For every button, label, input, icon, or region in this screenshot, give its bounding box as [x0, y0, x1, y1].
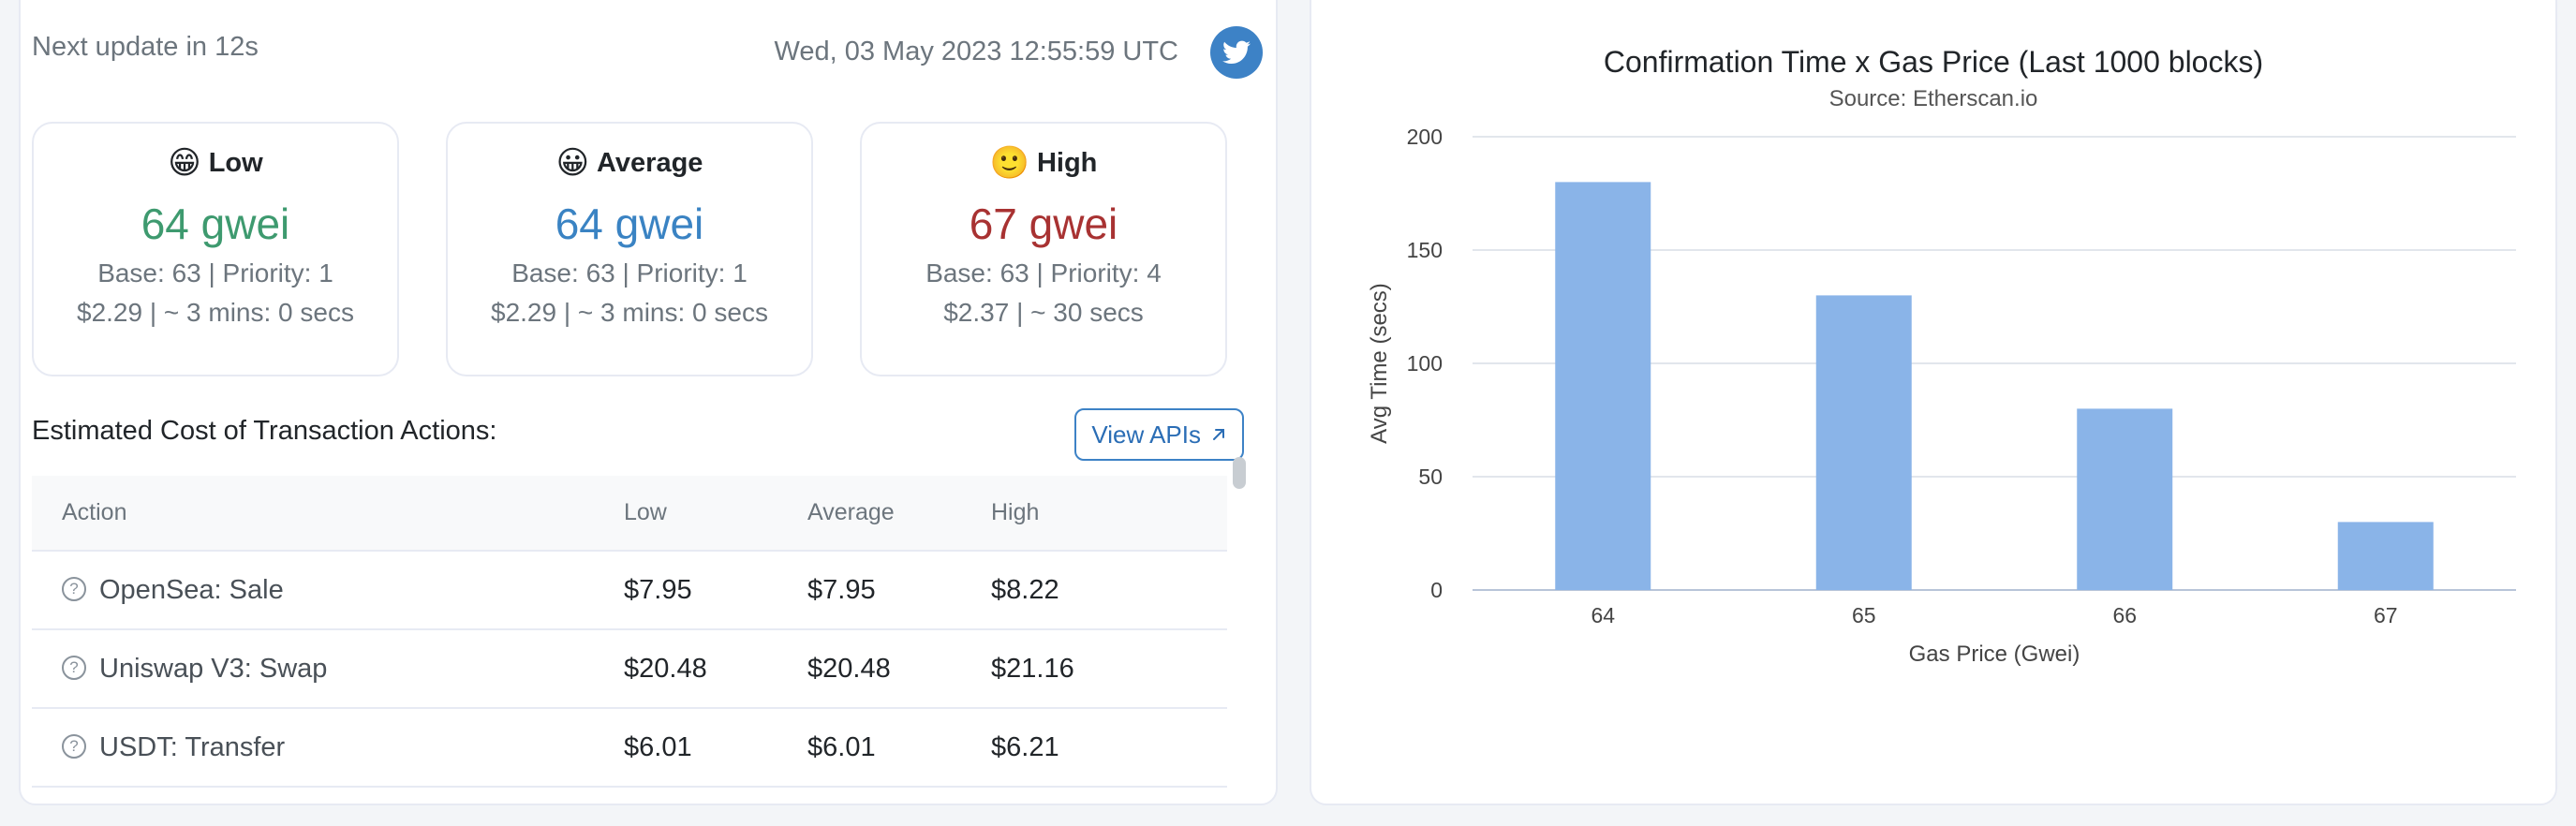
chart-title: Confirmation Time x Gas Price (Last 1000…	[1603, 45, 2264, 79]
table-scrollbar[interactable]	[1233, 457, 1246, 489]
smile-emoji-icon: 😀	[555, 144, 590, 182]
x-tick-label: 65	[1852, 603, 1876, 627]
bar	[2337, 522, 2434, 590]
slight-smile-emoji-icon: 🙂	[989, 144, 1029, 182]
tier-label: High	[1036, 147, 1098, 178]
tier-base-priority: Base: 63 | Priority: 1	[511, 258, 748, 288]
cost-low: $6.01	[624, 731, 692, 762]
transaction-cost-table: Action Low Average High ? OpenSea: Sale $…	[32, 476, 1227, 805]
bar	[1555, 182, 1651, 590]
chart-subtitle: Source: Etherscan.io	[1828, 86, 2038, 111]
tier-price: 67 gwei	[969, 199, 1118, 248]
cost-low: $20.48	[624, 653, 707, 684]
x-axis-label: Gas Price (Gwei)	[1909, 642, 2080, 667]
header-average: Average	[807, 499, 895, 525]
next-update-text: Next update in 12s	[32, 32, 259, 62]
cost-average: $6.01	[807, 731, 876, 762]
action-name: USDT: Transfer	[99, 731, 286, 762]
view-apis-label: View APIs	[1091, 420, 1201, 449]
tier-card-average: 😀 Average 64 gwei Base: 63 | Priority: 1 …	[446, 122, 813, 376]
tier-price: 64 gwei	[555, 199, 704, 248]
cost-average: $20.48	[807, 653, 891, 684]
action-name: Uniswap V3: Swap	[99, 653, 328, 684]
tier-price: 64 gwei	[141, 199, 290, 248]
cost-high: $6.21	[991, 731, 1059, 762]
table-row: ? Uniswap V3: Swap $20.48 $20.48 $21.16	[32, 629, 1227, 708]
grinning-emoji-icon: 😁	[168, 144, 201, 182]
tier-cost-time: $2.37 | ~ 30 secs	[943, 298, 1144, 327]
help-circle-icon[interactable]: ?	[62, 576, 86, 601]
x-tick-label: 66	[2112, 603, 2137, 627]
cost-high: $21.16	[991, 653, 1074, 684]
external-arrow-icon	[1213, 429, 1224, 440]
cost-low: $7.95	[624, 574, 692, 605]
help-circle-icon[interactable]: ?	[62, 733, 86, 759]
action-name: OpenSea: Sale	[99, 574, 284, 605]
table-row: ? USDT: Transfer $6.01 $6.01 $6.21	[32, 708, 1227, 787]
y-tick-label: 0	[1430, 578, 1443, 602]
y-axis-label: Avg Time (secs)	[1367, 283, 1392, 444]
header-action: Action	[62, 499, 127, 525]
tier-label: Average	[597, 147, 703, 178]
table-row: ? OpenSea: Sale $7.95 $7.95 $8.22	[32, 551, 1227, 629]
tier-label: Low	[208, 147, 263, 178]
y-tick-label: 50	[1418, 465, 1443, 489]
tier-cost-time: $2.29 | ~ 3 mins: 0 secs	[491, 298, 768, 327]
chart-card	[1310, 0, 2557, 805]
table-row	[32, 787, 1227, 805]
view-apis-button[interactable]: View APIs	[1074, 408, 1244, 461]
estimated-cost-title: Estimated Cost of Transaction Actions:	[32, 416, 497, 446]
header-low: Low	[624, 499, 667, 525]
header-high: High	[991, 499, 1040, 525]
tier-cost-time: $2.29 | ~ 3 mins: 0 secs	[77, 298, 354, 327]
bar	[2077, 408, 2173, 590]
bar	[1815, 295, 1912, 590]
help-circle-icon[interactable]: ?	[62, 655, 86, 680]
twitter-bird-icon	[1222, 40, 1251, 64]
y-tick-label: 200	[1407, 125, 1443, 149]
x-tick-label: 67	[2374, 603, 2398, 627]
tier-card-high: 🙂 High 67 gwei Base: 63 | Priority: 4 $2.…	[860, 122, 1227, 376]
cost-average: $7.95	[807, 574, 876, 605]
gas-tracker-card	[19, 0, 1278, 805]
table-header-row: Action Low Average High	[32, 476, 1227, 551]
y-tick-label: 100	[1407, 351, 1443, 376]
timestamp-text: Wed, 03 May 2023 12:55:59 UTC	[774, 37, 1179, 66]
y-tick-label: 150	[1407, 238, 1443, 262]
tier-card-low: 😁 Low 64 gwei Base: 63 | Priority: 1 $2.2…	[32, 122, 399, 376]
tier-base-priority: Base: 63 | Priority: 4	[925, 258, 1162, 288]
tier-base-priority: Base: 63 | Priority: 1	[97, 258, 333, 288]
cost-high: $8.22	[991, 574, 1059, 605]
x-tick-label: 64	[1591, 603, 1615, 627]
twitter-share-button[interactable]	[1210, 26, 1263, 79]
